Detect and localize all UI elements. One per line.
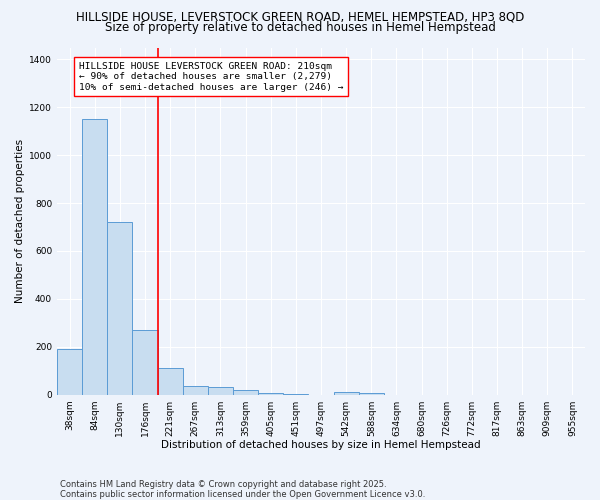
Text: Size of property relative to detached houses in Hemel Hempstead: Size of property relative to detached ho… [104, 21, 496, 34]
Bar [334, 392, 359, 394]
Bar [183, 386, 208, 394]
Bar [158, 368, 183, 394]
Bar [107, 222, 133, 394]
Bar [233, 390, 258, 394]
Bar [258, 392, 283, 394]
Text: HILLSIDE HOUSE LEVERSTOCK GREEN ROAD: 210sqm
← 90% of detached houses are smalle: HILLSIDE HOUSE LEVERSTOCK GREEN ROAD: 21… [79, 62, 344, 92]
Bar [57, 349, 82, 395]
Bar [359, 392, 384, 394]
Text: Contains HM Land Registry data © Crown copyright and database right 2025.
Contai: Contains HM Land Registry data © Crown c… [60, 480, 425, 499]
Bar [133, 330, 158, 394]
X-axis label: Distribution of detached houses by size in Hemel Hempstead: Distribution of detached houses by size … [161, 440, 481, 450]
Text: HILLSIDE HOUSE, LEVERSTOCK GREEN ROAD, HEMEL HEMPSTEAD, HP3 8QD: HILLSIDE HOUSE, LEVERSTOCK GREEN ROAD, H… [76, 10, 524, 23]
Bar [82, 120, 107, 394]
Bar [208, 387, 233, 394]
Y-axis label: Number of detached properties: Number of detached properties [15, 139, 25, 303]
